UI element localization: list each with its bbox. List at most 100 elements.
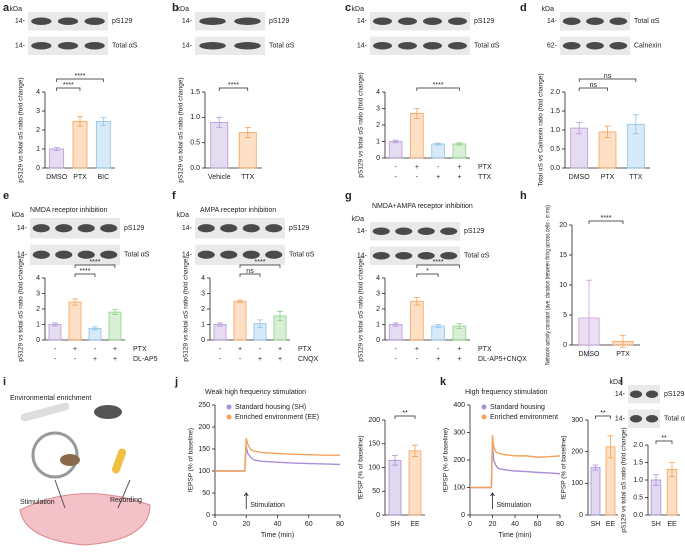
x-tick-label: 20: [242, 521, 250, 528]
marker-label: 62-: [547, 43, 558, 50]
y-tick-label: 2: [201, 306, 205, 313]
blot-band: [586, 17, 604, 25]
significance-label: ns: [604, 73, 612, 80]
significance-bracket: [416, 264, 460, 268]
band-label: pS129: [289, 225, 309, 232]
y-tick-label: 1: [36, 146, 40, 153]
condition-sign: -: [416, 174, 419, 181]
blot-band: [57, 42, 79, 50]
panel-letter: j: [174, 376, 178, 388]
condition-sign: -: [259, 346, 262, 353]
blot-band: [562, 17, 581, 25]
blot-band: [629, 415, 643, 423]
marker-label: 14-: [357, 228, 368, 235]
marker-label: 14-: [357, 18, 368, 25]
y-tick-label: 1: [201, 321, 205, 328]
y-tick-label: 3: [36, 290, 40, 297]
significance-label: **: [402, 410, 408, 417]
error-bar: [607, 435, 614, 459]
bar: [49, 148, 65, 169]
x-tick-label: 80: [336, 521, 344, 528]
legend-marker: [226, 414, 232, 420]
blot-band: [417, 227, 435, 235]
error-bar: [217, 322, 223, 327]
legend-marker: [226, 404, 232, 410]
label: Stimulation: [20, 499, 55, 506]
condition-sign: +: [436, 174, 440, 181]
condition-name: TTX: [478, 174, 492, 181]
condition-sign: +: [113, 346, 117, 353]
blot-band: [77, 224, 95, 233]
blot-band: [242, 224, 260, 233]
blot-band: [234, 17, 261, 25]
y-axis-label: fEPSP (% of baseline): [188, 428, 195, 492]
significance-label: *: [426, 268, 429, 275]
x-tick-label: 0: [213, 521, 217, 528]
error-bar: [392, 455, 398, 466]
series-line: [470, 443, 561, 489]
y-tick-label: 0.5: [633, 494, 643, 501]
blot-band: [373, 42, 392, 50]
y-tick-label: 1: [376, 138, 380, 145]
kda-label: kDa: [610, 379, 623, 386]
significance-bracket: [416, 273, 439, 277]
kda-label: kDa: [352, 216, 365, 223]
error-bar: [413, 296, 420, 306]
y-tick-label: 1.5: [550, 108, 560, 115]
kda-label: kDa: [177, 6, 190, 13]
error-bar: [52, 322, 58, 327]
significance-label: ****: [80, 268, 91, 275]
y-tick-label: 50: [372, 488, 380, 495]
condition-sign: -: [74, 356, 77, 363]
error-bar: [592, 464, 599, 471]
y-axis-label: pS129 vs total αS ratio (fold change): [358, 72, 365, 177]
x-tick-label: 40: [274, 521, 282, 528]
marker-label: 14-: [17, 225, 28, 232]
condition-sign: -: [394, 356, 397, 363]
significance-bracket: [56, 78, 104, 82]
blot-band: [423, 17, 442, 25]
blot-band: [265, 250, 283, 259]
y-axis-label: Network activity constant (ave. duration…: [545, 205, 552, 365]
band-label: pS129: [474, 18, 494, 25]
annotation-arrow: [490, 492, 495, 509]
blot-band: [199, 17, 226, 25]
y-tick-label: 0: [461, 512, 465, 519]
chart-title: NMDA+AMPA receptor inhibition: [372, 203, 473, 210]
significance-label: ****: [255, 259, 266, 266]
bar: [210, 122, 229, 169]
error-bar: [216, 116, 223, 128]
x-axis-label: Time (min): [261, 532, 294, 539]
band-label: Total αS: [634, 18, 660, 25]
condition-sign: +: [93, 356, 97, 363]
error-bar: [576, 122, 583, 135]
condition-sign: -: [94, 346, 97, 353]
blot-band: [32, 250, 50, 259]
blot-band: [645, 390, 659, 398]
error-bar: [92, 326, 98, 331]
y-tick-label: 4: [36, 89, 40, 96]
kda-label: kDa: [542, 6, 555, 13]
x-tick-label: EE: [606, 521, 616, 528]
band-label: Calnexin: [634, 43, 661, 50]
y-tick-label: 15: [559, 252, 567, 259]
blot-band: [395, 227, 413, 235]
y-axis-label: pS129 vs total αS ratio (fold change): [358, 256, 365, 361]
x-tick-label: PTX: [601, 174, 615, 181]
y-axis-label: pS129 vs total αS ratio (fold change): [178, 77, 185, 182]
mouse: [60, 454, 80, 466]
y-tick-label: 1: [376, 321, 380, 328]
blot: [30, 218, 120, 239]
bar: [408, 450, 422, 516]
significance-label: ****: [433, 259, 444, 266]
y-tick-label: 0: [201, 337, 205, 344]
blot-band: [197, 224, 215, 233]
y-tick-label: 1.5: [190, 89, 200, 96]
condition-name: CNQX: [298, 356, 319, 363]
marker-label: 14-: [17, 252, 28, 259]
blot: [370, 12, 470, 31]
error-bar: [435, 142, 442, 146]
condition-name: PTX: [133, 346, 147, 353]
band-label: Total αS: [112, 43, 138, 50]
condition-sign: +: [457, 164, 461, 171]
